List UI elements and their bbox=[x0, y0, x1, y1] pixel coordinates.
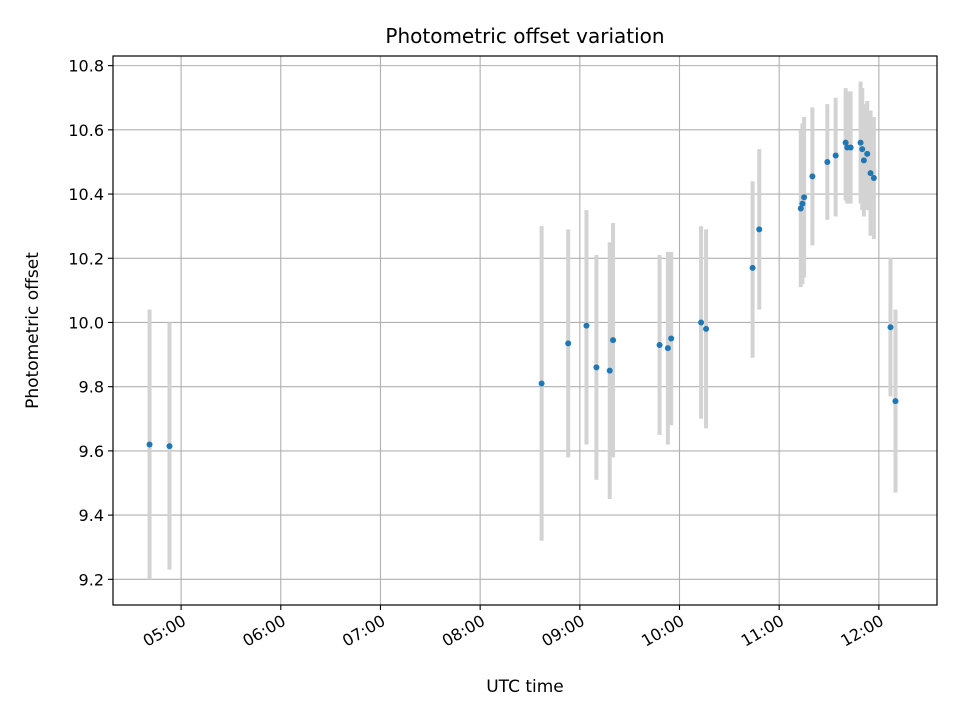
data-point bbox=[656, 341, 663, 348]
y-tick-label: 9.6 bbox=[79, 442, 104, 461]
data-point bbox=[847, 144, 854, 151]
data-point bbox=[842, 139, 849, 146]
data-point bbox=[538, 380, 545, 387]
data-point bbox=[824, 158, 831, 165]
data-point bbox=[146, 441, 153, 448]
data-point bbox=[756, 226, 763, 233]
chart-title: Photometric offset variation bbox=[385, 24, 664, 48]
data-point bbox=[610, 337, 617, 344]
x-tick-label: 05:00 bbox=[140, 611, 189, 651]
data-points bbox=[146, 139, 899, 450]
data-point bbox=[606, 367, 613, 374]
y-tick-label: 10.6 bbox=[68, 121, 104, 140]
data-point bbox=[698, 319, 705, 326]
data-point bbox=[832, 152, 839, 159]
data-point bbox=[565, 340, 572, 347]
data-point bbox=[801, 194, 808, 201]
y-axis-title: Photometric offset bbox=[23, 252, 43, 409]
x-tick-label: 10:00 bbox=[638, 611, 687, 651]
data-point bbox=[867, 170, 874, 177]
data-point bbox=[703, 325, 710, 332]
x-tick-label: 11:00 bbox=[738, 611, 787, 651]
data-point bbox=[809, 173, 816, 180]
error-bars bbox=[147, 81, 898, 580]
data-point bbox=[593, 364, 600, 371]
data-point bbox=[859, 146, 866, 153]
data-point bbox=[857, 139, 864, 146]
axis-ticks: 05:00 06:00 07:00 08:00 09:00 10:00 11:00 12:00… bbox=[68, 57, 886, 651]
y-tick-label: 10.4 bbox=[68, 185, 104, 204]
x-tick-label: 06:00 bbox=[239, 611, 288, 651]
x-tick-label: 08:00 bbox=[439, 611, 488, 651]
y-tick-label: 10.2 bbox=[68, 249, 104, 268]
data-point bbox=[887, 324, 894, 331]
data-point bbox=[797, 205, 804, 212]
y-tick-label: 10.8 bbox=[68, 57, 104, 76]
x-axis-title: UTC time bbox=[486, 677, 564, 697]
y-tick-label: 10.0 bbox=[68, 313, 104, 332]
data-point bbox=[749, 264, 756, 271]
data-point bbox=[892, 398, 899, 405]
data-point bbox=[860, 157, 867, 164]
data-point bbox=[664, 345, 671, 352]
y-tick-label: 9.2 bbox=[79, 570, 104, 589]
data-point bbox=[799, 200, 806, 207]
y-tick-label: 9.8 bbox=[79, 378, 104, 397]
data-point bbox=[668, 335, 675, 342]
x-tick-label: 12:00 bbox=[837, 611, 886, 651]
x-tick-label: 09:00 bbox=[538, 611, 587, 651]
data-point bbox=[870, 175, 877, 181]
data-point bbox=[864, 150, 871, 157]
y-tick-label: 9.4 bbox=[79, 506, 104, 525]
data-point bbox=[166, 443, 173, 450]
x-tick-label: 07:00 bbox=[339, 611, 388, 651]
plot-frame bbox=[112, 55, 938, 606]
data-point bbox=[583, 322, 590, 329]
